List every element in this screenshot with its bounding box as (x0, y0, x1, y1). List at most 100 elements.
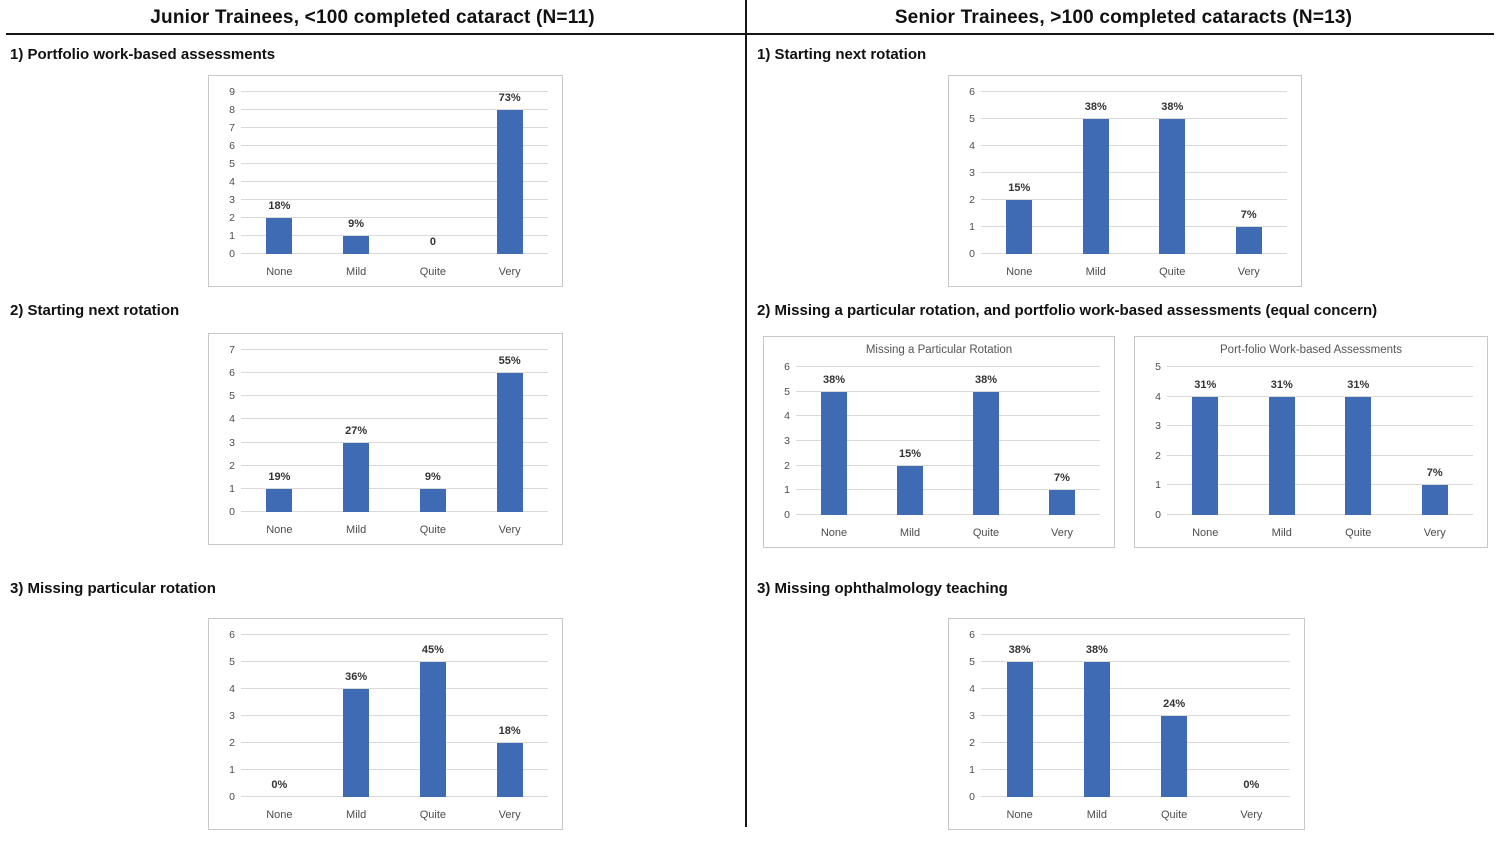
right-panel-title: Senior Trainees, >100 completed cataract… (894, 7, 1353, 28)
gridline (981, 145, 1287, 146)
y-axis-tick-label: 3 (229, 436, 235, 449)
y-axis-tick-label: 4 (969, 683, 975, 696)
x-category-label: None (820, 527, 848, 539)
bar-value-label: 9% (424, 470, 441, 483)
bar-value-label: 36% (345, 671, 368, 684)
y-axis-tick-label: 2 (784, 459, 790, 472)
gridline (981, 769, 1290, 770)
bar-quite (973, 391, 999, 515)
y-axis-tick-label: 4 (229, 683, 235, 696)
x-category-label: None (266, 266, 293, 278)
y-axis-tick-label: 1 (969, 221, 975, 234)
chart-title: Missing a Particular Rotation (865, 344, 1013, 356)
gridline (241, 661, 548, 662)
y-axis-tick-label: 4 (229, 413, 235, 426)
bar-value-label: 38% (1008, 644, 1031, 656)
bar-very (1235, 227, 1262, 254)
x-category-label: Quite (972, 527, 1000, 539)
bar-none (821, 391, 847, 515)
gridline (241, 181, 548, 183)
bar-value-label: 0% (1243, 779, 1260, 791)
gridline (241, 464, 548, 466)
bar-value-label: 7% (1054, 472, 1070, 485)
gridline (796, 489, 1100, 491)
bar-value-label: 9% (348, 218, 365, 231)
bar-quite (1161, 716, 1188, 797)
chart-senior-missing-ophthalmology-teaching: 0 1 2 3 4 5 6 38% None 38% Mild 24% Quite 0% Very (948, 618, 1305, 830)
gridline (981, 742, 1290, 743)
gridline (241, 145, 548, 146)
gridline (241, 235, 548, 237)
gridline (981, 172, 1287, 173)
y-axis-tick-label: 6 (229, 629, 235, 641)
plot-area: 0 1 2 3 4 5 6 7 19% None 27% Mild 9% Quite 55% Very (229, 344, 548, 536)
y-axis-tick-label: 1 (1155, 479, 1161, 492)
left-section-2-heading: 2) Starting next rotation (10, 302, 180, 319)
plot-area: 0 1 2 3 4 5 6 15% None 38% Mild 38% Quite 7% Very (969, 86, 1287, 278)
y-axis-tick-label: 2 (969, 737, 975, 750)
gridline (796, 366, 1100, 367)
bar-value-label: 15% (1008, 182, 1031, 195)
left-panel-title: Junior Trainees, <100 completed cataract… (150, 7, 595, 28)
bar-very (496, 743, 523, 797)
x-category-label: Mild (346, 524, 367, 536)
x-category-label: Very (1237, 266, 1260, 278)
plot-area: 0 1 2 3 4 5 6 0% None 36% Mild 45% Quite 18% Very (229, 629, 548, 821)
plot-area: 0 1 2 3 4 5 6 38% None 15% Mild 38% Quite 7% Very (784, 361, 1100, 539)
y-axis-tick-label: 5 (969, 113, 975, 125)
x-category-label: None (1192, 527, 1219, 539)
y-axis-tick-label: 4 (1155, 390, 1161, 403)
gridline (241, 163, 548, 164)
bar-value-label: 38% (822, 373, 846, 386)
bar-value-label: 19% (268, 470, 291, 483)
bar-none (1006, 200, 1033, 254)
y-axis-tick-label: 6 (229, 367, 235, 380)
gridline (241, 796, 548, 797)
y-axis-tick-label: 4 (784, 410, 790, 423)
bar-value-label: 24% (1163, 698, 1186, 710)
x-category-label: Very (498, 524, 521, 536)
bar-value-label: 18% (268, 200, 291, 213)
y-axis-tick-label: 5 (229, 656, 235, 668)
gridline (241, 487, 548, 489)
y-axis-tick-label: 6 (229, 140, 235, 153)
gridline (981, 253, 1287, 254)
x-category-label: Quite (1159, 266, 1186, 278)
bar-very (1049, 490, 1075, 515)
gridline (1167, 454, 1473, 456)
x-category-label: None (1006, 266, 1033, 278)
gridline (796, 415, 1100, 417)
bar-mild (343, 442, 370, 512)
gridline (241, 511, 548, 512)
bar-mild (343, 236, 370, 254)
y-axis-tick-label: 3 (969, 167, 975, 179)
y-axis-tick-label: 3 (229, 710, 235, 722)
bar-very (496, 373, 523, 512)
y-axis-tick-label: 5 (784, 385, 790, 398)
bar-quite (1159, 119, 1186, 254)
bar-very (496, 110, 523, 254)
title-underline-rule (6, 33, 1494, 35)
gridline (981, 226, 1287, 227)
gridline (796, 440, 1100, 441)
x-category-label: Very (498, 809, 521, 821)
bar-quite (419, 488, 446, 512)
bar-mild (1083, 662, 1110, 797)
bar-mild (1082, 119, 1109, 254)
bar-mild (897, 465, 923, 515)
x-category-label: Very (1240, 809, 1263, 821)
y-axis-tick-label: 6 (969, 86, 975, 98)
right-section-2-heading: 2) Missing a particular rotation, and po… (757, 302, 1378, 319)
y-axis-tick-label: 5 (1155, 361, 1161, 373)
gridline (1167, 395, 1473, 397)
bar-value-label: 0 (429, 236, 436, 248)
gridline (241, 769, 548, 770)
x-category-label: Quite (419, 524, 447, 536)
bar-none (266, 488, 293, 512)
gridline (241, 253, 548, 254)
x-category-label: Mild (1085, 266, 1106, 278)
y-axis-tick-label: 1 (229, 764, 235, 777)
gridline (241, 395, 548, 397)
x-category-label: Quite (419, 809, 447, 821)
